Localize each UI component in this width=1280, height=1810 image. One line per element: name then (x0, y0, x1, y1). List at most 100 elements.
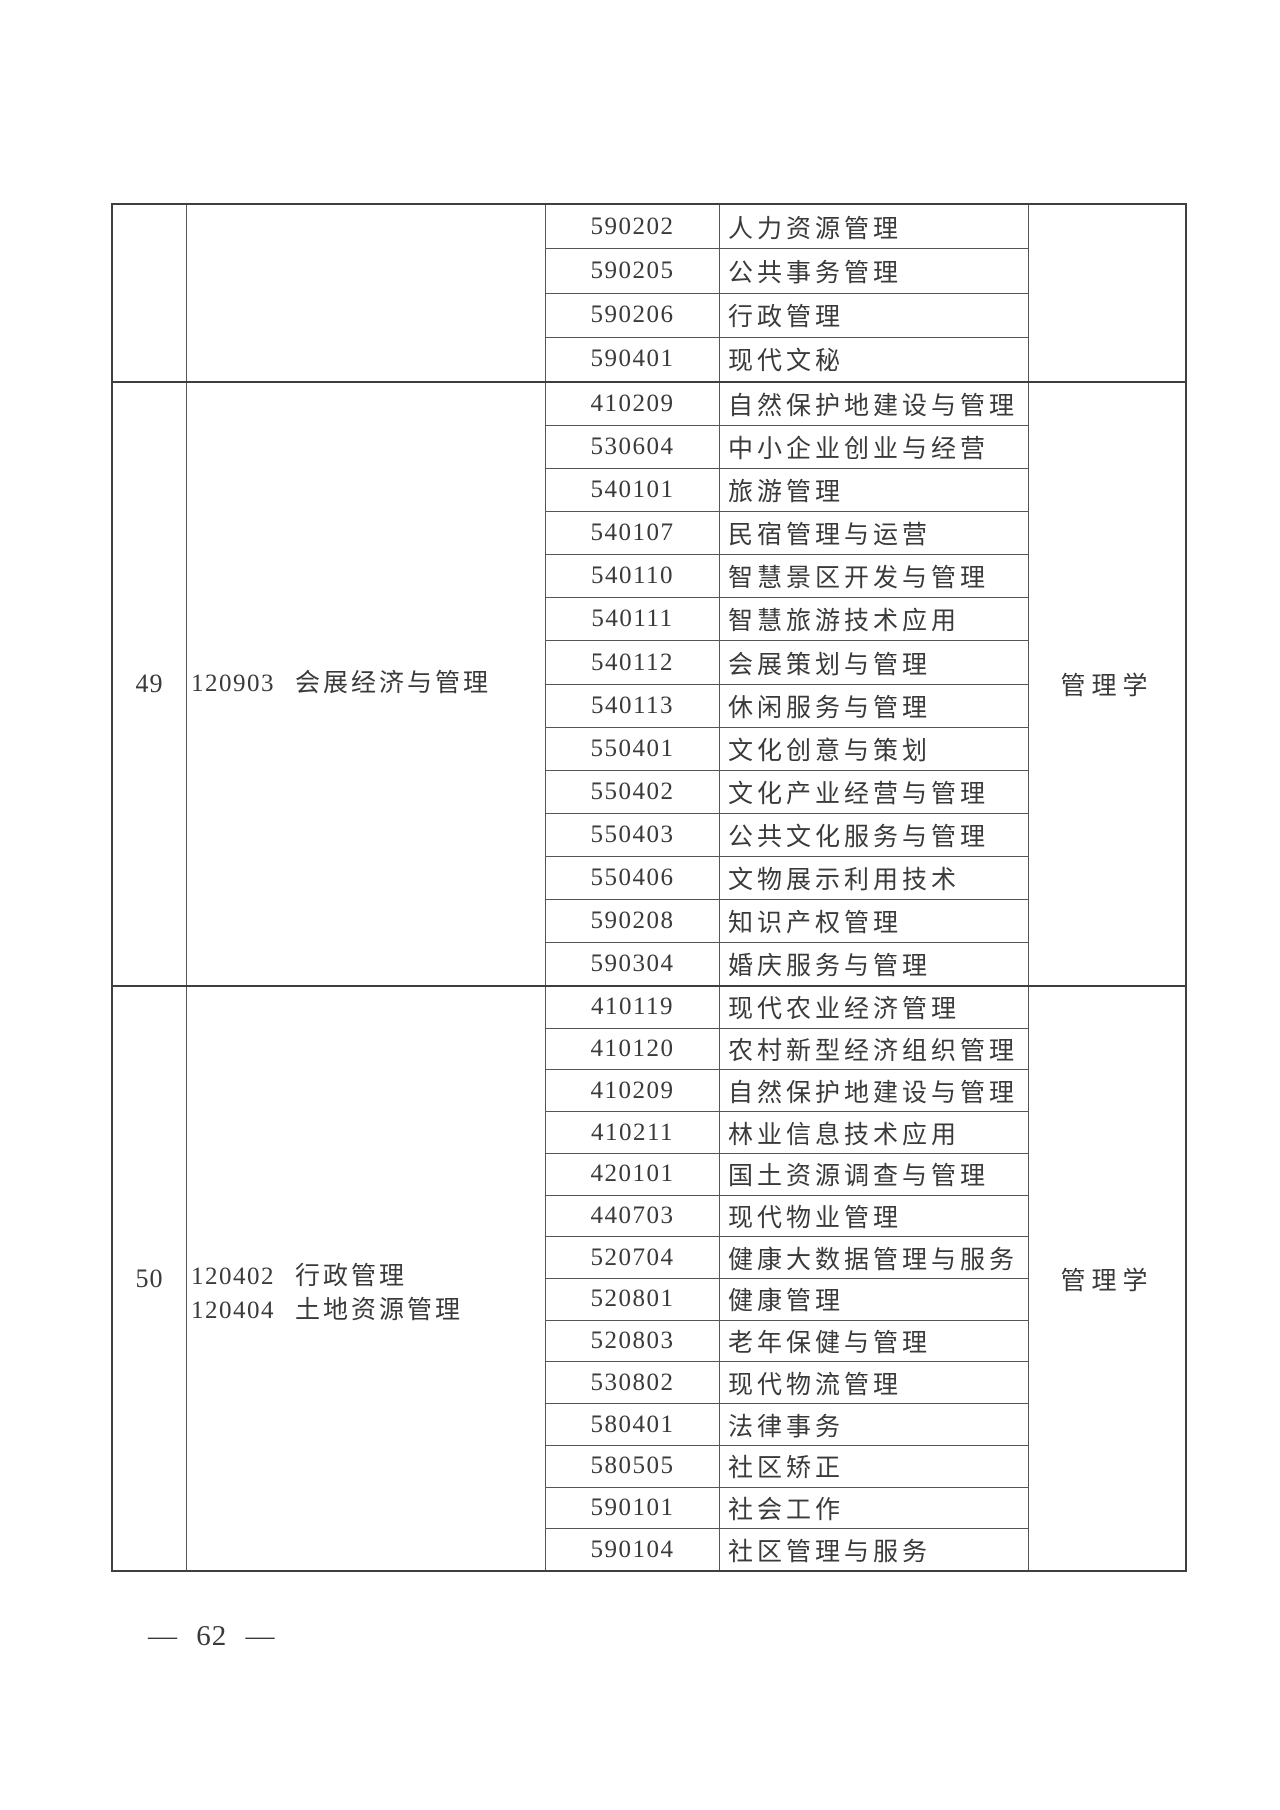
specialty-code-cell: 540111 (546, 598, 720, 641)
specialty-name-cell: 智慧旅游技术应用 (728, 608, 961, 636)
table-row: 590304 婚庆服务与管理 (546, 942, 1028, 986)
specialty-code-cell: 590206 (546, 293, 720, 337)
specialty-name-cell: 公共文化服务与管理 (728, 823, 990, 851)
table-row: 410209 自然保护地建设与管理 (546, 1069, 1028, 1112)
discipline-category-cell: 管理学 (1029, 383, 1185, 985)
table-row: 540101 旅游管理 (546, 468, 1028, 512)
table-row: 410209 自然保护地建设与管理 (546, 383, 1028, 426)
specialty-rows: 410209 自然保护地建设与管理 530604 中小企业创业与经营 54010… (546, 383, 1029, 986)
specialty-code-cell: 440703 (546, 1195, 720, 1237)
row-number: 49 (135, 669, 164, 698)
discipline-category-cell: 管理学 (1029, 987, 1185, 1570)
table-row: 540112 会展策划与管理 (546, 640, 1028, 684)
specialty-code-cell: 410211 (546, 1112, 720, 1153)
specialty-name-cell: 公共事务管理 (728, 259, 903, 287)
specialty-code-cell: 550403 (546, 813, 720, 856)
specialty-code-cell: 540112 (546, 641, 720, 684)
table-row: 590206 行政管理 (546, 292, 1028, 337)
table-row: 420101 国土资源调查与管理 (546, 1152, 1028, 1195)
undergrad-major-line: 120903 会展经济与管理 (191, 667, 491, 701)
specialty-code-cell: 590202 (546, 205, 720, 249)
table-row: 580505 社区矫正 (546, 1444, 1028, 1487)
undergrad-major-code: 120903 (191, 670, 275, 697)
undergrad-major-name: 行政管理 (295, 1262, 408, 1290)
specialty-name-cell: 现代物流管理 (728, 1371, 903, 1399)
specialty-name-cell: 会展策划与管理 (728, 651, 932, 679)
specialty-name-cell: 知识产权管理 (728, 909, 903, 937)
specialty-name-cell: 农村新型经济组织管理 (728, 1038, 1019, 1066)
table-row: 540107 民宿管理与运营 (546, 511, 1028, 555)
table-row: 530604 中小企业创业与经营 (546, 425, 1028, 469)
table-section: 50 120402 行政管理 120404 土地资源管理 410119 现代农业… (113, 985, 1185, 1571)
table-row: 440703 现代物业管理 (546, 1194, 1028, 1237)
undergrad-major-cell (187, 205, 546, 381)
undergrad-major-line: 120402 行政管理 (191, 1260, 463, 1294)
specialty-name-cell: 休闲服务与管理 (728, 694, 932, 722)
specialty-name-cell: 人力资源管理 (728, 215, 903, 243)
specialty-name-cell: 林业信息技术应用 (728, 1121, 961, 1149)
table-row: 540111 智慧旅游技术应用 (546, 597, 1028, 641)
specialty-name-cell: 现代文秘 (728, 348, 845, 376)
table-row: 530802 现代物流管理 (546, 1361, 1028, 1404)
specialty-name-cell: 文化创意与策划 (728, 737, 932, 765)
specialty-name-cell: 中小企业创业与经营 (728, 436, 990, 464)
specialty-code-cell: 520803 (546, 1320, 720, 1362)
specialty-name-cell: 文物展示利用技术 (728, 866, 961, 894)
specialty-code-cell: 520704 (546, 1237, 720, 1279)
specialty-code-cell: 410209 (546, 1070, 720, 1112)
specialty-name-cell: 现代农业经济管理 (728, 996, 961, 1024)
specialty-name-cell: 健康大数据管理与服务 (728, 1246, 1019, 1274)
specialty-name-cell: 社会工作 (728, 1496, 845, 1524)
specialty-name-cell: 老年保健与管理 (728, 1330, 932, 1358)
specialty-name-cell: 自然保护地建设与管理 (728, 393, 1019, 421)
table-row: 540113 休闲服务与管理 (546, 683, 1028, 727)
specialty-code-cell: 590101 (546, 1487, 720, 1529)
undergrad-major-list: 120402 行政管理 120404 土地资源管理 (187, 1260, 463, 1328)
specialty-code-cell: 580401 (546, 1404, 720, 1445)
table-row: 590208 知识产权管理 (546, 898, 1028, 943)
specialty-code-cell: 590208 (546, 899, 720, 943)
specialty-code-cell: 410120 (546, 1028, 720, 1070)
table-row: 550402 文化产业经营与管理 (546, 769, 1028, 813)
undergrad-major-cell: 120903 会展经济与管理 (187, 383, 546, 985)
table-row: 580401 法律事务 (546, 1403, 1028, 1445)
specialty-code-cell: 580505 (546, 1445, 720, 1487)
table-row: 590104 社区管理与服务 (546, 1528, 1028, 1571)
specialty-code-cell: 410209 (546, 383, 720, 426)
undergrad-major-cell: 120402 行政管理 120404 土地资源管理 (187, 987, 546, 1570)
specialty-code-cell: 530802 (546, 1362, 720, 1404)
undergrad-major-line: 120404 土地资源管理 (191, 1294, 463, 1328)
specialty-name-cell: 现代物业管理 (728, 1204, 903, 1232)
table-row: 590202 人力资源管理 (546, 205, 1028, 249)
table-row: 520801 健康管理 (546, 1278, 1028, 1320)
specialty-name-cell: 国土资源调查与管理 (728, 1163, 990, 1191)
specialty-rows: 410119 现代农业经济管理 410120 农村新型经济组织管理 410209… (546, 987, 1029, 1571)
row-number-cell (113, 205, 187, 381)
specialty-code-cell: 520801 (546, 1279, 720, 1320)
undergrad-major-code: 120404 (191, 1296, 275, 1324)
table-section: 590202 人力资源管理 590205 公共事务管理 590206 行政管理 … (113, 205, 1185, 381)
table-row: 590401 现代文秘 (546, 336, 1028, 381)
table-row: 520704 健康大数据管理与服务 (546, 1236, 1028, 1279)
table-row: 410211 林业信息技术应用 (546, 1111, 1028, 1153)
undergrad-major-code: 120402 (191, 1262, 275, 1290)
row-number: 50 (135, 1263, 164, 1293)
specialty-code-cell: 540110 (546, 555, 720, 598)
discipline-category: 管理学 (1060, 673, 1154, 700)
specialty-name-cell: 智慧景区开发与管理 (728, 565, 990, 593)
specialty-name-cell: 自然保护地建设与管理 (728, 1079, 1019, 1107)
specialty-name-cell: 社区矫正 (728, 1455, 845, 1483)
specialty-name-cell: 法律事务 (728, 1413, 845, 1441)
specialty-code-cell: 590304 (546, 943, 720, 986)
table-row: 550403 公共文化服务与管理 (546, 812, 1028, 856)
specialty-code-cell: 530604 (546, 426, 720, 469)
specialty-name-cell: 旅游管理 (728, 479, 845, 507)
specialty-code-cell: 590205 (546, 249, 720, 293)
table-row: 520803 老年保健与管理 (546, 1319, 1028, 1362)
table-row: 410120 农村新型经济组织管理 (546, 1027, 1028, 1070)
specialty-name-cell: 婚庆服务与管理 (728, 953, 932, 981)
row-number-cell: 49 (113, 383, 187, 985)
table-row: 590101 社会工作 (546, 1486, 1028, 1529)
undergrad-major-list: 120903 会展经济与管理 (187, 667, 491, 701)
